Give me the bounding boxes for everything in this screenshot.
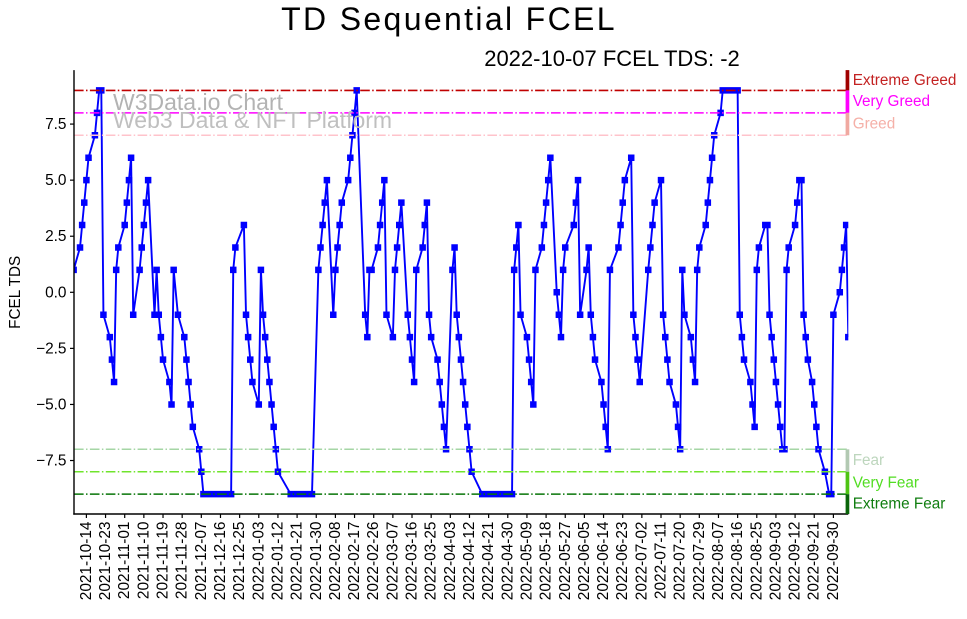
svg-text:2021-12-16: 2021-12-16 — [212, 522, 229, 601]
svg-text:Fear: Fear — [853, 452, 884, 469]
svg-text:2022-05-27: 2022-05-27 — [557, 522, 574, 601]
svg-text:−2.5: −2.5 — [36, 340, 66, 357]
svg-text:2022-04-30: 2022-04-30 — [499, 522, 516, 601]
svg-text:2021-10-14: 2021-10-14 — [78, 521, 95, 600]
svg-text:2022-04-21: 2022-04-21 — [480, 522, 497, 601]
svg-text:2021-10-23: 2021-10-23 — [97, 522, 114, 601]
svg-text:2022-02-26: 2022-02-26 — [365, 522, 382, 601]
svg-text:2021-11-19: 2021-11-19 — [155, 522, 172, 600]
svg-text:Extreme Fear: Extreme Fear — [853, 496, 946, 513]
svg-text:2022-01-30: 2022-01-30 — [308, 522, 325, 601]
svg-text:2022-09-21: 2022-09-21 — [806, 522, 823, 601]
svg-text:2022-06-14: 2022-06-14 — [595, 521, 612, 600]
svg-text:2022-04-12: 2022-04-12 — [461, 522, 478, 601]
svg-text:2022-03-25: 2022-03-25 — [423, 522, 440, 601]
svg-text:2022-07-02: 2022-07-02 — [633, 522, 650, 601]
svg-text:2022-08-25: 2022-08-25 — [748, 522, 765, 601]
svg-text:2022-01-12: 2022-01-12 — [269, 522, 286, 601]
svg-text:2022-02-17: 2022-02-17 — [346, 522, 363, 601]
svg-text:2022-07-29: 2022-07-29 — [691, 522, 708, 601]
svg-text:W3Data.io Chart: W3Data.io Chart — [113, 89, 284, 115]
svg-text:2022-03-16: 2022-03-16 — [404, 522, 421, 601]
svg-text:Very Greed: Very Greed — [853, 93, 930, 110]
svg-text:Web3 Data & NFT Platform: Web3 Data & NFT Platform — [113, 107, 392, 133]
svg-text:7.5: 7.5 — [45, 116, 66, 133]
svg-text:2022-06-23: 2022-06-23 — [614, 522, 631, 601]
svg-text:2022-01-21: 2022-01-21 — [289, 522, 306, 601]
svg-text:Very Fear: Very Fear — [853, 474, 919, 491]
svg-text:2022-09-12: 2022-09-12 — [787, 522, 804, 601]
svg-text:2022-08-07: 2022-08-07 — [710, 522, 727, 601]
svg-text:2022-03-07: 2022-03-07 — [384, 522, 401, 601]
svg-text:2021-11-01: 2021-11-01 — [116, 522, 133, 600]
svg-text:2022-09-03: 2022-09-03 — [767, 522, 784, 601]
svg-text:2022-07-20: 2022-07-20 — [672, 522, 689, 601]
svg-text:2022-07-11: 2022-07-11 — [653, 522, 670, 600]
svg-text:2021-11-28: 2021-11-28 — [174, 522, 191, 600]
svg-text:0.0: 0.0 — [45, 284, 66, 301]
svg-text:2022-05-09: 2022-05-09 — [518, 522, 535, 601]
svg-text:TD Sequential FCEL: TD Sequential FCEL — [281, 1, 617, 37]
svg-text:5.0: 5.0 — [45, 172, 66, 189]
svg-text:2022-10-07 FCEL TDS: -2: 2022-10-07 FCEL TDS: -2 — [484, 46, 740, 71]
svg-text:2021-12-25: 2021-12-25 — [231, 522, 248, 601]
svg-text:−7.5: −7.5 — [36, 453, 66, 470]
svg-text:2021-11-10: 2021-11-10 — [135, 522, 152, 600]
svg-text:2022-01-03: 2022-01-03 — [250, 522, 267, 601]
svg-text:2.5: 2.5 — [45, 228, 66, 245]
svg-text:Greed: Greed — [853, 116, 896, 133]
svg-text:2022-06-05: 2022-06-05 — [576, 522, 593, 601]
svg-text:2022-09-30: 2022-09-30 — [825, 522, 842, 601]
svg-text:2022-08-16: 2022-08-16 — [729, 522, 746, 601]
svg-text:FCEL TDS: FCEL TDS — [7, 256, 24, 329]
svg-text:2022-05-18: 2022-05-18 — [538, 522, 555, 601]
svg-text:−5.0: −5.0 — [36, 396, 66, 413]
svg-text:2022-04-03: 2022-04-03 — [442, 522, 459, 601]
svg-text:2022-02-08: 2022-02-08 — [327, 522, 344, 601]
svg-text:Extreme Greed: Extreme Greed — [853, 72, 957, 89]
svg-text:2021-12-07: 2021-12-07 — [193, 522, 210, 601]
